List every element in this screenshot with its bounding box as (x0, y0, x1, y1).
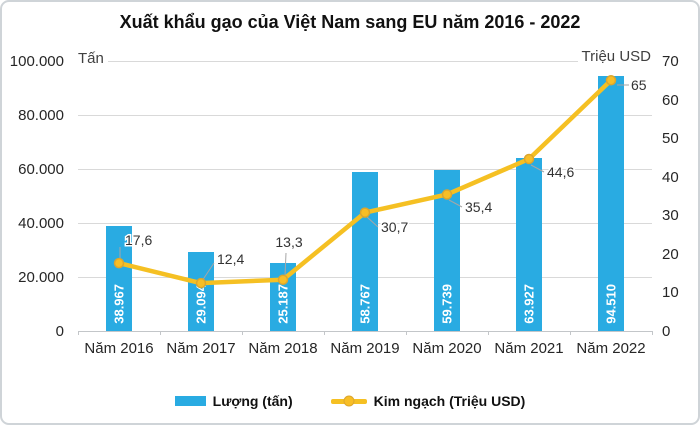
legend-label-value: Kim ngạch (Triệu USD) (373, 393, 526, 409)
left-axis-tick-label: 0 (55, 323, 64, 340)
line-series-marker (523, 153, 535, 165)
right-axis-tick-label: 70 (662, 53, 679, 70)
gridline (78, 169, 652, 170)
line-series-marker-icon (343, 395, 355, 407)
data-label-leader-line (448, 199, 463, 208)
x-axis-category-label: Năm 2016 (84, 340, 154, 357)
gridline (78, 115, 652, 116)
x-axis-category-label: Năm 2019 (330, 340, 400, 357)
bar: 29.094 (188, 252, 214, 331)
line-data-label: 30,7 (381, 219, 408, 235)
plot-area: 38.967 29.094 25.187 58.767 59.739 63.927 94.5… (78, 61, 653, 335)
x-axis-category-label: Năm 2022 (576, 340, 646, 357)
left-axis-tick-label: 20.000 (18, 269, 64, 286)
right-axis-unit-label: Triệu USD (577, 48, 655, 66)
line-series-marker (113, 257, 125, 269)
line-series-marker (359, 207, 371, 218)
left-axis-tick-label: 40.000 (18, 215, 64, 232)
gridline (78, 61, 652, 62)
line-series-marker (605, 75, 617, 86)
right-axis-tick-label: 10 (662, 284, 679, 302)
x-axis-tick (78, 331, 79, 335)
bar: 58.767 (352, 172, 378, 331)
line-data-label: 13,3 (275, 234, 302, 250)
right-axis-tick-label: 0 (662, 323, 671, 340)
x-axis-category-label: Năm 2018 (248, 340, 318, 357)
x-axis-category-label: Năm 2017 (166, 340, 236, 357)
bar: 38.967 (106, 225, 132, 331)
line-series-path (116, 78, 614, 286)
right-axis-tick-label: 20 (662, 245, 679, 263)
x-axis-category-label: Năm 2021 (494, 340, 564, 357)
legend-label-quantity: Lượng (tấn) (212, 393, 293, 409)
left-axis-tick-label: 80.000 (18, 107, 64, 124)
line-data-label: 65 (631, 77, 647, 93)
right-axis-tick-label: 40 (662, 168, 679, 186)
line-series-marker (195, 277, 207, 289)
bar: 94.510 (598, 75, 624, 331)
line-series-swatch (330, 395, 367, 407)
line-series-marker (277, 274, 289, 285)
data-label-leader-line (530, 164, 545, 173)
line-data-label: 44,6 (547, 164, 574, 180)
data-label-leader-line (366, 216, 379, 228)
chart-title: Xuất khẩu gạo của Việt Nam sang EU năm 2… (119, 12, 581, 32)
line-data-label: 17,6 (125, 232, 152, 248)
line-data-label: 12,4 (217, 251, 244, 267)
left-axis-tick-label: 60.000 (18, 161, 64, 178)
right-axis-tick-label: 30 (662, 207, 679, 225)
x-axis-tick (242, 331, 243, 335)
data-label-leader-line (284, 252, 287, 277)
left-axis-tick-label: 100.000 (9, 53, 64, 70)
x-axis-tick (488, 331, 489, 335)
x-axis-tick (324, 331, 325, 335)
bar-series-swatch (174, 396, 206, 406)
right-axis-tick-label: 50 (662, 130, 679, 148)
line-series-layer: 17,6 12,4 13,3 30,7 35,4 44,6 65 (113, 75, 648, 289)
left-axis-unit-label: Tấn (74, 50, 108, 68)
legend-item-quantity: Lượng (tấn) (174, 393, 293, 409)
line-series-marker (441, 189, 453, 200)
right-axis-tick-label: 60 (662, 91, 679, 109)
line-data-label: 35,4 (465, 199, 492, 215)
bar: 63.927 (516, 158, 542, 331)
x-axis-tick (652, 331, 653, 335)
legend-item-value: Kim ngạch (Triệu USD) (330, 393, 526, 409)
x-axis-category-label: Năm 2020 (412, 340, 482, 357)
data-label-leader-line (201, 262, 215, 282)
x-axis-tick (160, 331, 161, 335)
legend: Lượng (tấn) Kim ngạch (Triệu USD) (2, 394, 698, 408)
x-axis-tick (406, 331, 407, 335)
x-axis-tick (570, 331, 571, 335)
